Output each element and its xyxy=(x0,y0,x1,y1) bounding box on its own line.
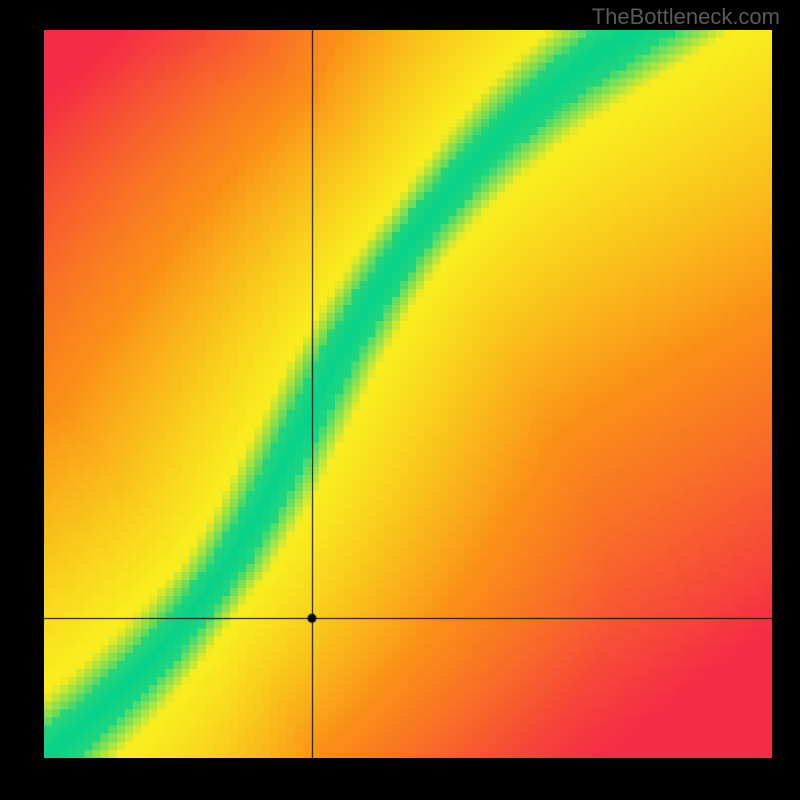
crosshair-overlay xyxy=(44,30,772,758)
canvas-container: TheBottleneck.com xyxy=(0,0,800,800)
watermark-text: TheBottleneck.com xyxy=(592,4,780,30)
